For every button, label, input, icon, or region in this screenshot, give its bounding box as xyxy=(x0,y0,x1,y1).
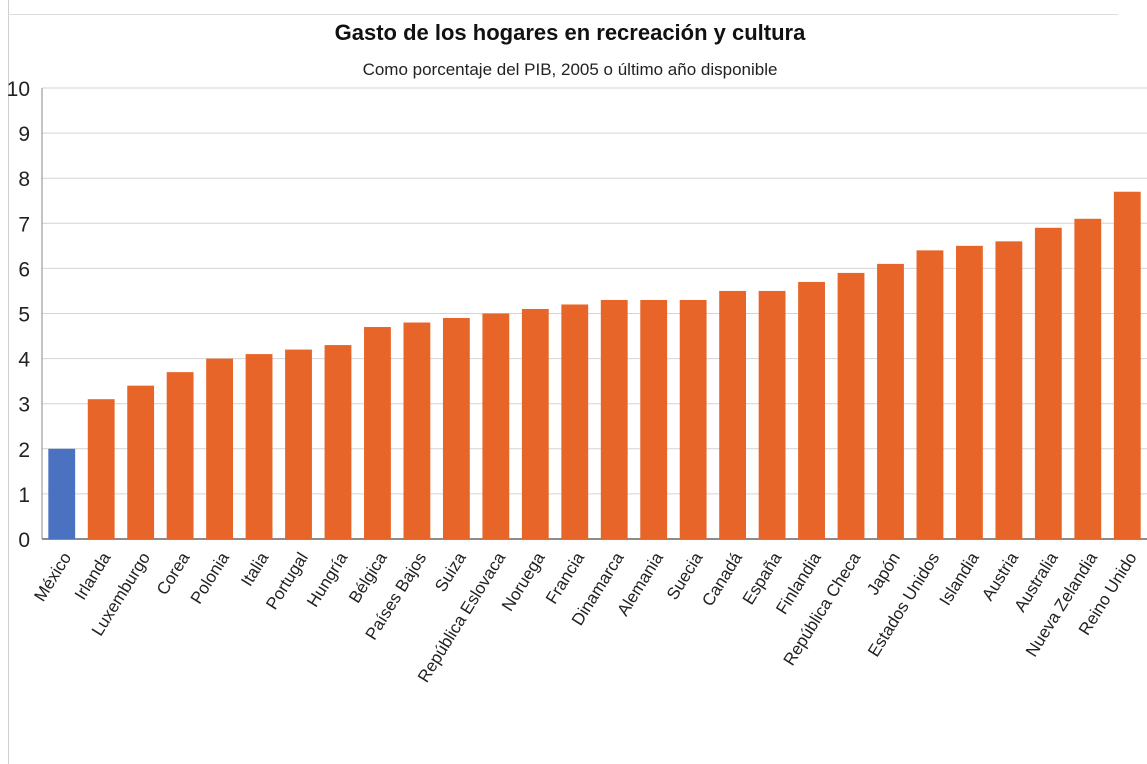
bar-islandia xyxy=(955,245,983,539)
bar-alemania xyxy=(640,299,668,539)
x-tick-label: Hungría xyxy=(303,549,351,611)
x-tick-label: Canadá xyxy=(698,549,746,610)
bar-nueva-zelandia xyxy=(1074,218,1102,540)
chart-subtitle: Como porcentaje del PIB, 2005 o último a… xyxy=(363,60,778,79)
bar-finlandia xyxy=(798,281,825,539)
bar-corea xyxy=(166,372,194,539)
bar-república-eslovaca xyxy=(482,313,510,539)
bar-república-checa xyxy=(837,272,865,539)
bar-japón xyxy=(877,263,904,539)
x-tick-label: Corea xyxy=(153,549,194,599)
bar-suecia xyxy=(679,299,707,539)
bar-polonia xyxy=(206,358,234,539)
y-tick-label: 0 xyxy=(18,529,30,552)
bar-noruega xyxy=(521,308,549,539)
y-tick-label: 2 xyxy=(18,439,30,462)
bar-estados-unidos xyxy=(916,250,944,540)
bar-países-bajos xyxy=(403,322,431,539)
bar-suiza xyxy=(442,318,470,539)
x-tick-label: Polonia xyxy=(187,549,233,608)
frame-border-left xyxy=(8,0,9,764)
bar-portugal xyxy=(285,349,312,539)
y-tick-label: 8 xyxy=(18,168,30,191)
bar-méxico xyxy=(48,448,76,539)
frame-border-top xyxy=(8,14,1118,15)
y-tick-label: 6 xyxy=(18,258,30,281)
x-tick-label: Estados Unidos xyxy=(864,549,943,660)
y-tick-label: 9 xyxy=(18,123,30,146)
x-tick-label: Islandia xyxy=(936,549,983,609)
chart-title: Gasto de los hogares en recreación y cul… xyxy=(335,20,806,45)
y-tick-label: 1 xyxy=(18,484,30,507)
x-tick-label: Suiza xyxy=(431,549,470,596)
bar-bélgica xyxy=(364,327,391,539)
bar-luxemburgo xyxy=(127,385,155,539)
y-tick-label: 10 xyxy=(7,78,30,101)
x-tick-label: Italia xyxy=(237,549,272,590)
bars xyxy=(48,191,1141,540)
bar-dinamarca xyxy=(600,299,628,539)
y-axis: 0 1 2 3 4 5 6 7 8 9 10 xyxy=(7,78,43,552)
bar-australia xyxy=(1034,227,1062,539)
bar-austria xyxy=(995,241,1023,539)
y-tick-label: 4 xyxy=(18,349,30,372)
bar-francia xyxy=(561,304,589,539)
bar-hungría xyxy=(324,345,352,539)
bar-italia xyxy=(245,354,273,539)
bar-reino-unido xyxy=(1113,191,1141,540)
y-tick-label: 3 xyxy=(18,394,30,417)
x-tick-label: Japón xyxy=(863,549,904,598)
x-tick-label: México xyxy=(30,549,75,605)
y-tick-label: 7 xyxy=(18,213,30,236)
bar-españa xyxy=(758,290,786,539)
y-tick-label: 5 xyxy=(18,304,30,327)
bar-irlanda xyxy=(87,399,115,539)
bar-canadá xyxy=(719,290,747,539)
